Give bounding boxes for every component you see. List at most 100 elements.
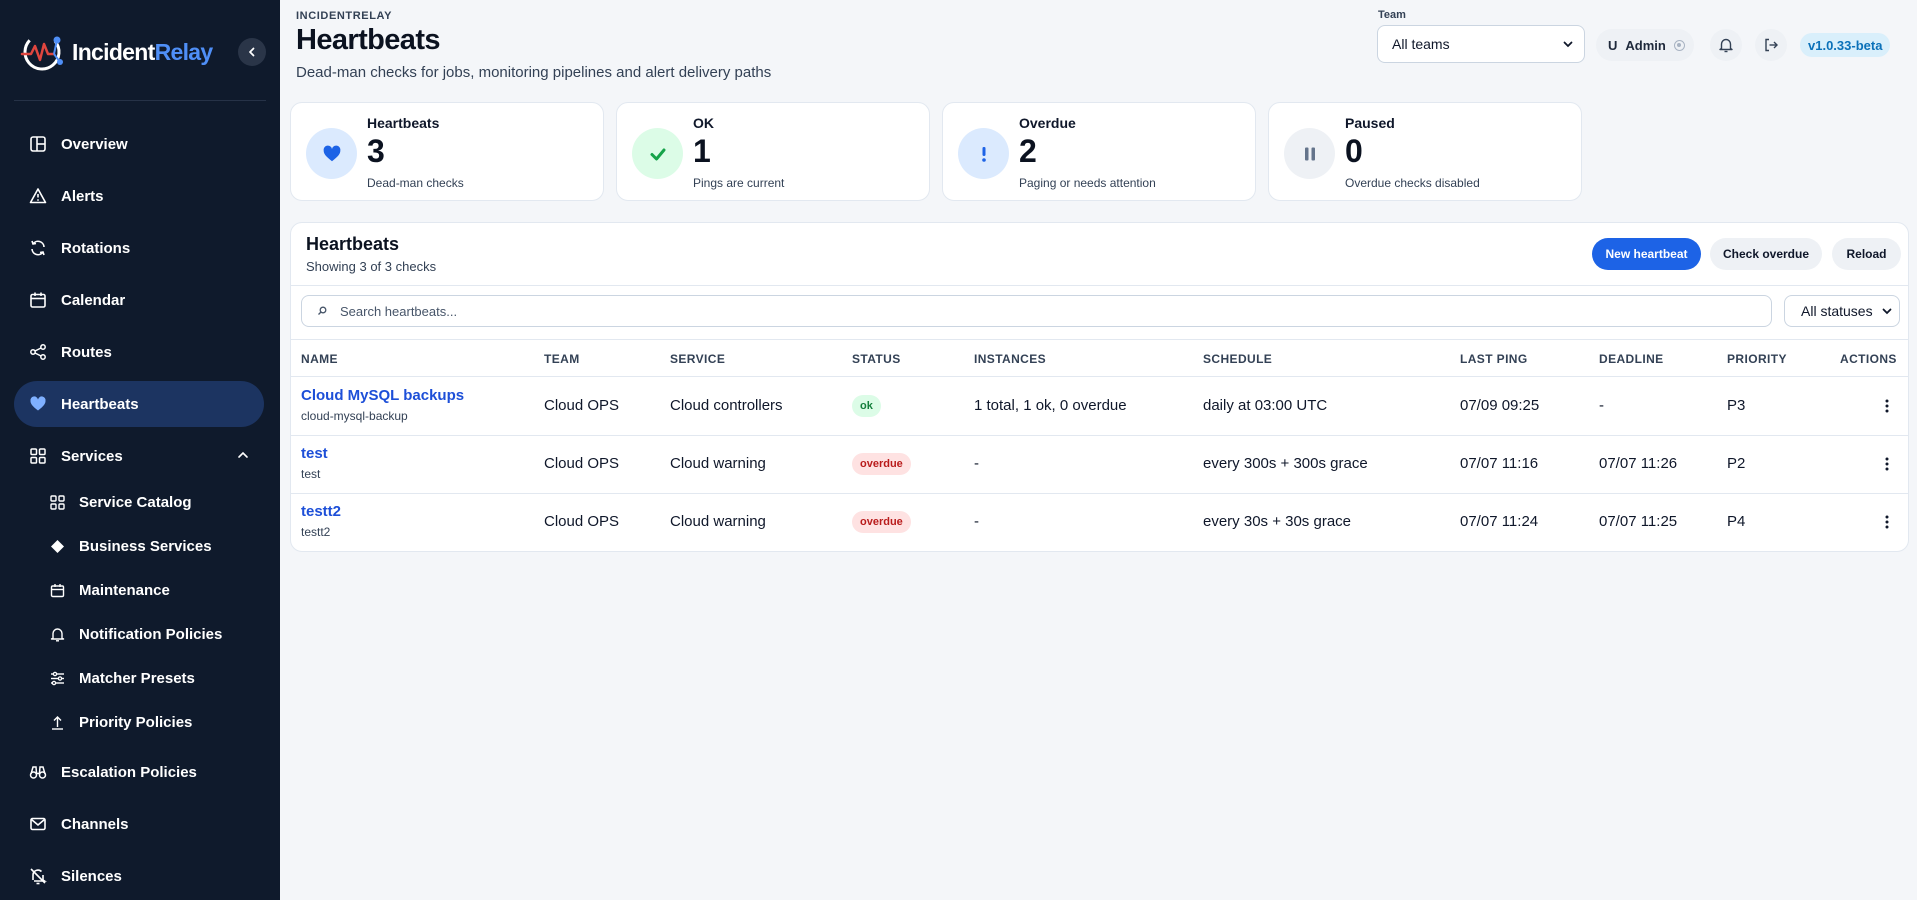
row-actions-button[interactable] xyxy=(1878,397,1896,415)
stat-icon-wrap xyxy=(1284,128,1335,179)
team-label: Team xyxy=(1378,9,1406,21)
column-header-service[interactable]: SERVICE xyxy=(670,352,726,366)
sidebar-subitem-label: Matcher Presets xyxy=(79,669,195,687)
calendar-icon xyxy=(50,583,65,597)
sidebar-subitem-label: Maintenance xyxy=(79,581,170,599)
sidebar-item-rotations[interactable]: Rotations xyxy=(14,225,264,271)
version-badge: v1.0.33-beta xyxy=(1800,33,1891,57)
sidebar-item-label: Services xyxy=(61,447,123,465)
sidebar-item-routes[interactable]: Routes xyxy=(14,329,264,375)
cell-team: Cloud OPS xyxy=(544,513,620,530)
pause-icon xyxy=(1304,147,1315,160)
logout-icon xyxy=(1765,38,1778,52)
sidebar-item-priority-policies[interactable]: Priority Policies xyxy=(50,706,260,738)
page-title: Heartbeats xyxy=(296,24,441,56)
search-input[interactable]: Search heartbeats... xyxy=(301,295,1772,327)
calendar-icon xyxy=(30,292,46,308)
check-overdue-button[interactable]: Check overdue xyxy=(1710,238,1822,270)
stat-value: 2 xyxy=(1019,133,1037,169)
sidebar-item-calendar[interactable]: Calendar xyxy=(14,277,264,323)
stat-caption: Pings are current xyxy=(693,176,785,190)
column-header-schedule[interactable]: SCHEDULE xyxy=(1203,352,1273,366)
binoculars-icon xyxy=(29,766,47,779)
row-actions-button[interactable] xyxy=(1878,513,1896,531)
status-filter-value: All statuses xyxy=(1801,303,1873,319)
new-heartbeat-button[interactable]: New heartbeat xyxy=(1592,238,1701,270)
sidebar-item-alerts[interactable]: Alerts xyxy=(14,173,264,219)
notifications-button[interactable] xyxy=(1710,29,1742,61)
sidebar-item-label: Routes xyxy=(61,343,112,361)
table-row[interactable]: test test Cloud OPS Cloud warning overdu… xyxy=(291,436,1908,494)
stat-caption: Paging or needs attention xyxy=(1019,176,1156,190)
sidebar-subitem-label: Service Catalog xyxy=(79,493,192,511)
sidebar-item-matcher-presets[interactable]: Matcher Presets xyxy=(50,662,260,694)
app-logo[interactable]: IncidentRelay xyxy=(20,32,213,72)
sidebar-item-notification-policies[interactable]: Notification Policies xyxy=(50,618,260,650)
search-icon xyxy=(318,306,327,315)
heartbeat-slug: test xyxy=(301,467,321,481)
sidebar-item-overview[interactable]: Overview xyxy=(14,121,264,167)
sidebar-item-heartbeats[interactable]: Heartbeats xyxy=(14,381,264,427)
stat-value: 3 xyxy=(367,133,385,169)
table-row[interactable]: testt2 testt2 Cloud OPS Cloud warning ov… xyxy=(291,494,1908,552)
column-header-priority[interactable]: PRIORITY xyxy=(1727,352,1787,366)
grid-icon xyxy=(50,494,65,510)
stat-card-paused: Paused 0 Overdue checks disabled xyxy=(1268,102,1582,201)
brand-small: INCIDENTRELAY xyxy=(296,10,393,22)
sidebar-item-business-services[interactable]: Business Services xyxy=(50,530,260,562)
reload-button[interactable]: Reload xyxy=(1832,238,1901,270)
column-header-instances[interactable]: INSTANCES xyxy=(974,352,1047,366)
column-header-team[interactable]: TEAM xyxy=(544,352,580,366)
cell-schedule: daily at 03:00 UTC xyxy=(1203,397,1328,414)
stat-card-heartbeats: Heartbeats 3 Dead-man checks xyxy=(290,102,604,201)
column-header-deadline[interactable]: DEADLINE xyxy=(1599,352,1664,366)
cell-deadline: 07/07 11:25 xyxy=(1599,513,1678,530)
sidebar-item-service-catalog[interactable]: Service Catalog xyxy=(50,486,260,518)
stat-label: OK xyxy=(693,115,714,131)
cell-last-ping: 07/07 11:16 xyxy=(1460,455,1539,472)
logout-button[interactable] xyxy=(1755,29,1787,61)
chevron-left-icon xyxy=(249,47,255,57)
panel-title: Heartbeats xyxy=(306,234,400,254)
stat-icon-wrap xyxy=(632,128,683,179)
layout-dashboard-icon xyxy=(30,136,46,152)
heartbeats-panel: Heartbeats Showing 3 of 3 checks New hea… xyxy=(290,222,1909,552)
app-name-part1: Incident xyxy=(72,38,155,65)
table-row[interactable]: Cloud MySQL backups cloud-mysql-backup C… xyxy=(291,377,1908,435)
sidebar-divider xyxy=(14,100,266,101)
cell-instances: - xyxy=(974,455,979,472)
sidebar-item-silences[interactable]: Silences xyxy=(14,853,264,899)
team-select[interactable]: All teams xyxy=(1377,25,1585,63)
divider xyxy=(291,339,1908,340)
sidebar-item-label: Alerts xyxy=(61,187,104,205)
column-header-last-ping[interactable]: LAST PING xyxy=(1460,352,1528,366)
sidebar-item-channels[interactable]: Channels xyxy=(14,801,264,847)
user-menu[interactable]: U Admin xyxy=(1596,29,1694,61)
sidebar-subitem-label: Priority Policies xyxy=(79,713,193,731)
sidebar-item-label: Silences xyxy=(61,867,122,885)
mail-icon xyxy=(30,817,46,831)
heartbeat-name-link[interactable]: test xyxy=(301,445,328,462)
grid-icon xyxy=(30,448,46,464)
route-icon xyxy=(30,344,46,360)
stat-icon-wrap xyxy=(306,128,357,179)
sidebar-item-maintenance[interactable]: Maintenance xyxy=(50,574,260,606)
row-actions-button[interactable] xyxy=(1878,455,1896,473)
bell-off-icon xyxy=(30,868,47,885)
sidebar-item-escalation-policies[interactable]: Escalation Policies xyxy=(14,749,264,795)
column-header-actions: ACTIONS xyxy=(1840,352,1897,366)
column-header-name[interactable]: NAME xyxy=(301,352,338,366)
sidebar-item-services[interactable]: Services xyxy=(14,433,264,479)
sidebar-item-label: Overview xyxy=(61,135,128,153)
heartbeat-name-link[interactable]: Cloud MySQL backups xyxy=(301,387,465,404)
sidebar-item-label: Channels xyxy=(61,815,129,833)
status-filter-select[interactable]: All statuses xyxy=(1784,295,1900,327)
collapse-sidebar-button[interactable] xyxy=(238,38,266,66)
cell-deadline: - xyxy=(1599,397,1604,414)
column-header-status[interactable]: STATUS xyxy=(852,352,901,366)
heartbeat-name-link[interactable]: testt2 xyxy=(301,503,342,520)
search-placeholder: Search heartbeats... xyxy=(340,303,458,319)
chevron-up-icon[interactable] xyxy=(236,448,250,462)
cell-instances: 1 total, 1 ok, 0 overdue xyxy=(974,397,1127,414)
bell-icon xyxy=(1719,38,1733,53)
